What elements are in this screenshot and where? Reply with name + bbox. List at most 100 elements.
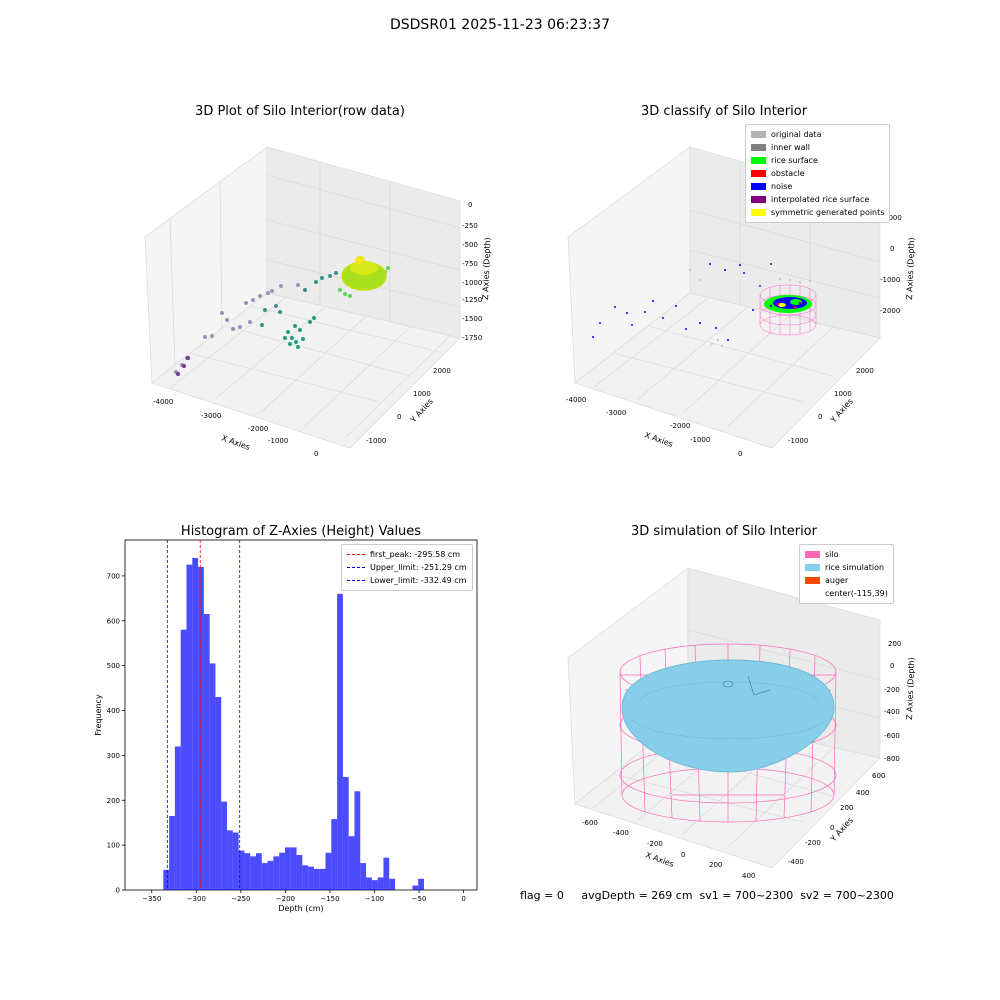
raw-points xyxy=(174,256,390,376)
raw-ztick-1: -250 xyxy=(462,222,478,230)
simulation-axis-labels: X Axies Y Axies Z Axies (Depth) xyxy=(644,657,916,869)
classify-xtick-2: -2000 xyxy=(670,422,690,430)
classify-legend-item: interpolated rice surface xyxy=(751,193,884,206)
raw-grid xyxy=(169,162,461,439)
classify-tick-marks: -4000 -3000 -2000 -1000 0 -1000 0 1000 2… xyxy=(566,214,902,458)
figure-title: DSDSR01 2025-11-23 06:23:37 xyxy=(389,17,610,33)
histogram-bars xyxy=(163,557,424,890)
histogram-bar xyxy=(198,566,204,890)
classify-plot-title: 3D classify of Silo Interior xyxy=(640,104,808,119)
raw-ztick-3: -750 xyxy=(462,260,478,268)
raw-ztick-4: -1000 xyxy=(462,279,482,287)
classify-legend-label-5: interpolated rice surface xyxy=(771,195,870,204)
sim-ytick-3: 200 xyxy=(840,804,853,812)
histogram-bar xyxy=(308,866,314,890)
classify-legend-swatch-0 xyxy=(751,131,766,138)
raw-axes-panes xyxy=(144,146,461,449)
simulation-rice-surface xyxy=(621,659,835,773)
classify-legend-item: obstacle xyxy=(751,167,884,180)
histogram-bar xyxy=(209,663,216,890)
hist-legend-line-0 xyxy=(347,554,365,555)
raw-ztick-0: 0 xyxy=(468,201,472,209)
histogram-bar xyxy=(360,863,367,890)
raw-plot-title: 3D Plot of Silo Interior(row data) xyxy=(195,104,405,119)
classify-legend-swatch-2 xyxy=(751,157,766,164)
histogram-y-tick-label: 300 xyxy=(107,752,120,760)
classify-zlabel: Z Axies (Depth) xyxy=(905,237,916,300)
histogram-ylabel: Frequency xyxy=(94,694,103,736)
hist-legend-label-1: Upper_limit: -251.29 cm xyxy=(370,563,467,572)
sim-legend-label-2: auger xyxy=(825,576,849,585)
classify-ytick-0: -1000 xyxy=(788,437,808,445)
histogram-y-ticks: 0 100 200 300 400 500 600 700 xyxy=(107,572,125,895)
raw-axis-labels: X Axies Y Axies Z Axies (Depth) xyxy=(220,237,492,452)
classify-legend: original data inner wall rice surface ob… xyxy=(745,124,891,223)
histogram-x-ticks: −350 −300 −250 −200 −150 −100 −50 0 xyxy=(142,890,466,903)
sim-legend-swatch-3 xyxy=(805,590,820,597)
classify-ztick-3: -2000 xyxy=(880,307,900,315)
histogram-bar xyxy=(354,791,361,890)
classify-xtick-3: -1000 xyxy=(690,436,710,444)
raw-ytick-1: 0 xyxy=(397,413,401,421)
sim-xtick-0: -600 xyxy=(582,819,598,827)
histogram-legend-item: first_peak: -295.58 cm xyxy=(347,548,467,561)
sim-ztick-3: -400 xyxy=(884,708,900,716)
classify-xtick-0: -4000 xyxy=(566,396,586,404)
sim-ytick-2: 0 xyxy=(830,824,834,832)
histogram-bar xyxy=(325,852,332,890)
classify-ztick-2: -1000 xyxy=(880,276,900,284)
sim-ytick-0: -400 xyxy=(788,858,804,866)
raw-ylabel: Y Axies xyxy=(408,397,435,425)
histogram-bar xyxy=(163,869,170,890)
sim-legend-label-0: silo xyxy=(825,550,839,559)
raw-ytick-2: 1000 xyxy=(413,390,431,398)
histogram-xlabel: Depth (cm) xyxy=(278,904,323,913)
raw-ztick-7: -1750 xyxy=(462,334,482,342)
histogram-bar xyxy=(313,868,320,890)
sim-xtick-4: 200 xyxy=(709,861,722,869)
histogram-y-tick-label: 100 xyxy=(107,842,120,850)
sim-xlabel: X Axies xyxy=(644,850,675,869)
histogram-legend-item: Upper_limit: -251.29 cm xyxy=(347,561,467,574)
simulation-axes-panes xyxy=(567,567,881,869)
classify-ytick-3: 2000 xyxy=(856,367,874,375)
histogram-bar xyxy=(250,856,256,890)
sim-ztick-1: 0 xyxy=(890,662,894,670)
histogram-x-tick-label: −50 xyxy=(412,895,427,903)
hist-legend-label-0: first_peak: -295.58 cm xyxy=(370,550,461,559)
classify-legend-swatch-1 xyxy=(751,144,766,151)
classify-legend-label-1: inner wall xyxy=(771,143,811,152)
sim-ztick-2: -200 xyxy=(884,686,900,694)
classify-xtick-1: -3000 xyxy=(606,409,626,417)
histogram-title: Histogram of Z-Axies (Height) Values xyxy=(180,524,422,539)
raw-xlabel: X Axies xyxy=(220,433,251,452)
simulation-grid xyxy=(592,629,881,848)
histogram-bar xyxy=(169,815,175,890)
sim-legend-swatch-1 xyxy=(805,564,820,571)
simulation-legend-item: auger xyxy=(805,574,888,587)
histogram-bar xyxy=(412,885,419,890)
hist-legend-line-1 xyxy=(347,567,365,568)
histogram-bar xyxy=(331,819,338,890)
raw-xtick-1: -3000 xyxy=(201,412,221,420)
histogram-legend-item: Lower_limit: -332.49 cm xyxy=(347,574,467,587)
classify-legend-swatch-4 xyxy=(751,183,766,190)
sim-ylabel: Y Axies xyxy=(828,816,855,844)
histogram-bar xyxy=(337,593,343,890)
histogram-bar xyxy=(186,564,193,890)
histogram-bar xyxy=(383,857,390,890)
histogram-bar xyxy=(279,852,285,890)
histogram-x-tick-label: −300 xyxy=(187,895,206,903)
histogram-bar xyxy=(377,877,384,890)
histogram-bar xyxy=(319,868,326,890)
histogram-bar xyxy=(221,801,228,890)
classify-legend-item: noise xyxy=(751,180,884,193)
histogram-bar xyxy=(418,878,424,890)
histogram-x-tick-label: −350 xyxy=(142,895,161,903)
raw-ytick-0: -1000 xyxy=(366,437,386,445)
sim-legend-swatch-0 xyxy=(805,551,820,558)
histogram-bar xyxy=(284,847,291,890)
raw-ytick-3: 2000 xyxy=(433,367,451,375)
histogram-bar xyxy=(371,880,378,890)
sim-ytick-1: -200 xyxy=(805,839,821,847)
